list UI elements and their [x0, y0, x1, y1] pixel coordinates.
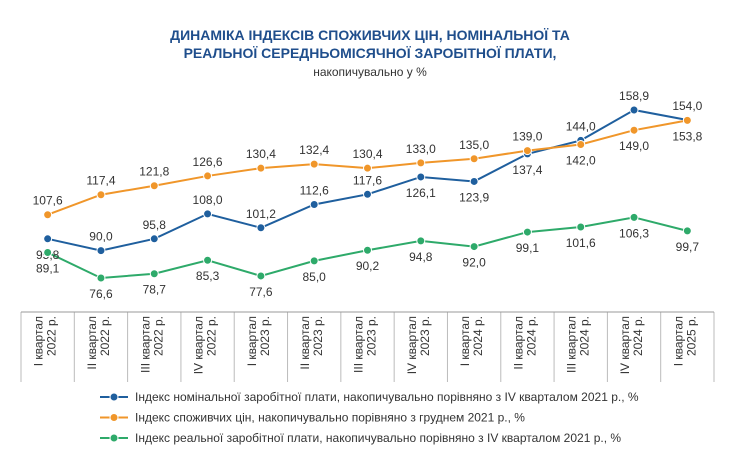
legend-marker: [109, 413, 119, 422]
data-label: 135,0: [459, 138, 489, 152]
data-label: 107,6: [33, 194, 63, 208]
point: [309, 256, 319, 266]
data-label: 85,3: [196, 269, 220, 283]
data-label: 101,2: [246, 207, 276, 221]
point: [149, 269, 159, 279]
chart-title: ДИНАМІКА ІНДЕКСІВ СПОЖИВЧИХ ЦІН, НОМІНАЛ…: [170, 27, 570, 43]
point: [576, 222, 586, 232]
data-label: 94,8: [409, 250, 433, 264]
chart-title: РЕАЛЬНОЇ СЕРЕДНЬОМІСЯЧНОЇ ЗАРОБІТНОЇ ПЛА…: [184, 45, 557, 61]
legend-label: Індекс споживчих цін, накопичувально пор…: [135, 411, 525, 425]
point: [416, 236, 426, 246]
data-label: 99,7: [676, 240, 700, 254]
data-label: 90,2: [356, 259, 380, 273]
x-tick-label: IV квартал2024 р.: [618, 316, 645, 374]
data-label: 106,3: [619, 226, 649, 240]
data-label: 130,4: [352, 147, 382, 161]
point: [149, 181, 159, 191]
point: [309, 159, 319, 169]
x-tick-label: II квартал2023 р.: [298, 316, 325, 370]
x-tick-label: III квартал2022 р.: [138, 316, 165, 373]
point: [363, 245, 372, 255]
data-label: 99,1: [516, 241, 540, 255]
data-label: 92,0: [462, 256, 486, 270]
data-label: 76,6: [89, 287, 113, 301]
x-tick-label: IV квартал2022 р.: [192, 316, 219, 374]
data-label: 108,0: [193, 193, 223, 207]
point: [43, 210, 53, 220]
point: [576, 139, 586, 149]
data-label: 130,4: [246, 147, 276, 161]
point: [469, 154, 479, 164]
point: [682, 115, 692, 125]
point: [149, 234, 159, 244]
x-tick-label: IV квартал2023 р.: [405, 316, 432, 374]
data-label: 78,7: [143, 283, 167, 297]
data-label: 95,8: [143, 218, 167, 232]
point: [203, 255, 213, 265]
data-label: 77,6: [249, 285, 273, 299]
x-tick-label: I квартал2022 р.: [32, 316, 59, 366]
data-label: 139,0: [512, 130, 542, 144]
point: [629, 212, 639, 222]
data-label: 153,8: [672, 129, 702, 143]
point: [469, 176, 479, 186]
point: [43, 247, 53, 257]
point: [363, 189, 372, 199]
x-tick-label: III квартал2024 р.: [565, 316, 592, 373]
data-label: 101,6: [566, 236, 596, 250]
x-tick-label: III квартал2023 р.: [352, 316, 379, 373]
point: [309, 200, 319, 210]
data-label: 158,9: [619, 89, 649, 103]
x-tick-label: I квартал2025 р.: [671, 316, 698, 366]
point: [363, 163, 372, 173]
point: [203, 209, 213, 219]
data-label: 90,0: [89, 230, 113, 244]
point: [96, 246, 106, 256]
data-label: 142,0: [566, 153, 596, 167]
point: [629, 105, 639, 115]
data-label: 154,0: [672, 99, 702, 113]
data-label: 117,4: [86, 174, 115, 188]
x-tick-label: II квартал2022 р.: [85, 316, 112, 370]
data-label: 126,1: [406, 186, 436, 200]
x-tick-label: I квартал2023 р.: [245, 316, 272, 366]
data-label: 89,1: [36, 261, 60, 275]
point: [256, 163, 266, 173]
legend-label: Індекс номінальної заробітної плати, нак…: [135, 390, 639, 404]
point: [256, 271, 266, 281]
data-label: 85,0: [303, 270, 327, 284]
data-label: 123,9: [459, 190, 489, 204]
legend-marker: [109, 433, 119, 443]
point: [629, 125, 639, 135]
point: [522, 146, 532, 156]
point: [96, 273, 106, 283]
point: [43, 234, 53, 244]
data-label: 132,4: [299, 143, 329, 157]
point: [682, 226, 692, 236]
data-label: 121,8: [139, 165, 169, 179]
point: [522, 227, 532, 237]
point: [469, 242, 479, 252]
x-tick-label: II квартал2024 р.: [511, 316, 538, 370]
data-label: 126,6: [193, 155, 223, 169]
legend-label: Індекс реальної заробітної плати, накопи…: [135, 431, 621, 445]
data-label: 144,0: [566, 119, 596, 133]
point: [256, 223, 266, 233]
data-label: 112,6: [300, 184, 329, 198]
chart-subtitle: накопичувально у %: [313, 65, 427, 79]
data-label: 149,0: [619, 139, 649, 153]
point: [416, 172, 426, 182]
data-label: 137,4: [512, 163, 542, 177]
data-label: 133,0: [406, 142, 436, 156]
data-label: 117,6: [353, 173, 382, 187]
point: [203, 171, 213, 181]
x-tick-label: I квартал2024 р.: [458, 316, 485, 366]
legend-marker: [109, 392, 119, 402]
point: [416, 158, 426, 168]
point: [96, 190, 106, 200]
